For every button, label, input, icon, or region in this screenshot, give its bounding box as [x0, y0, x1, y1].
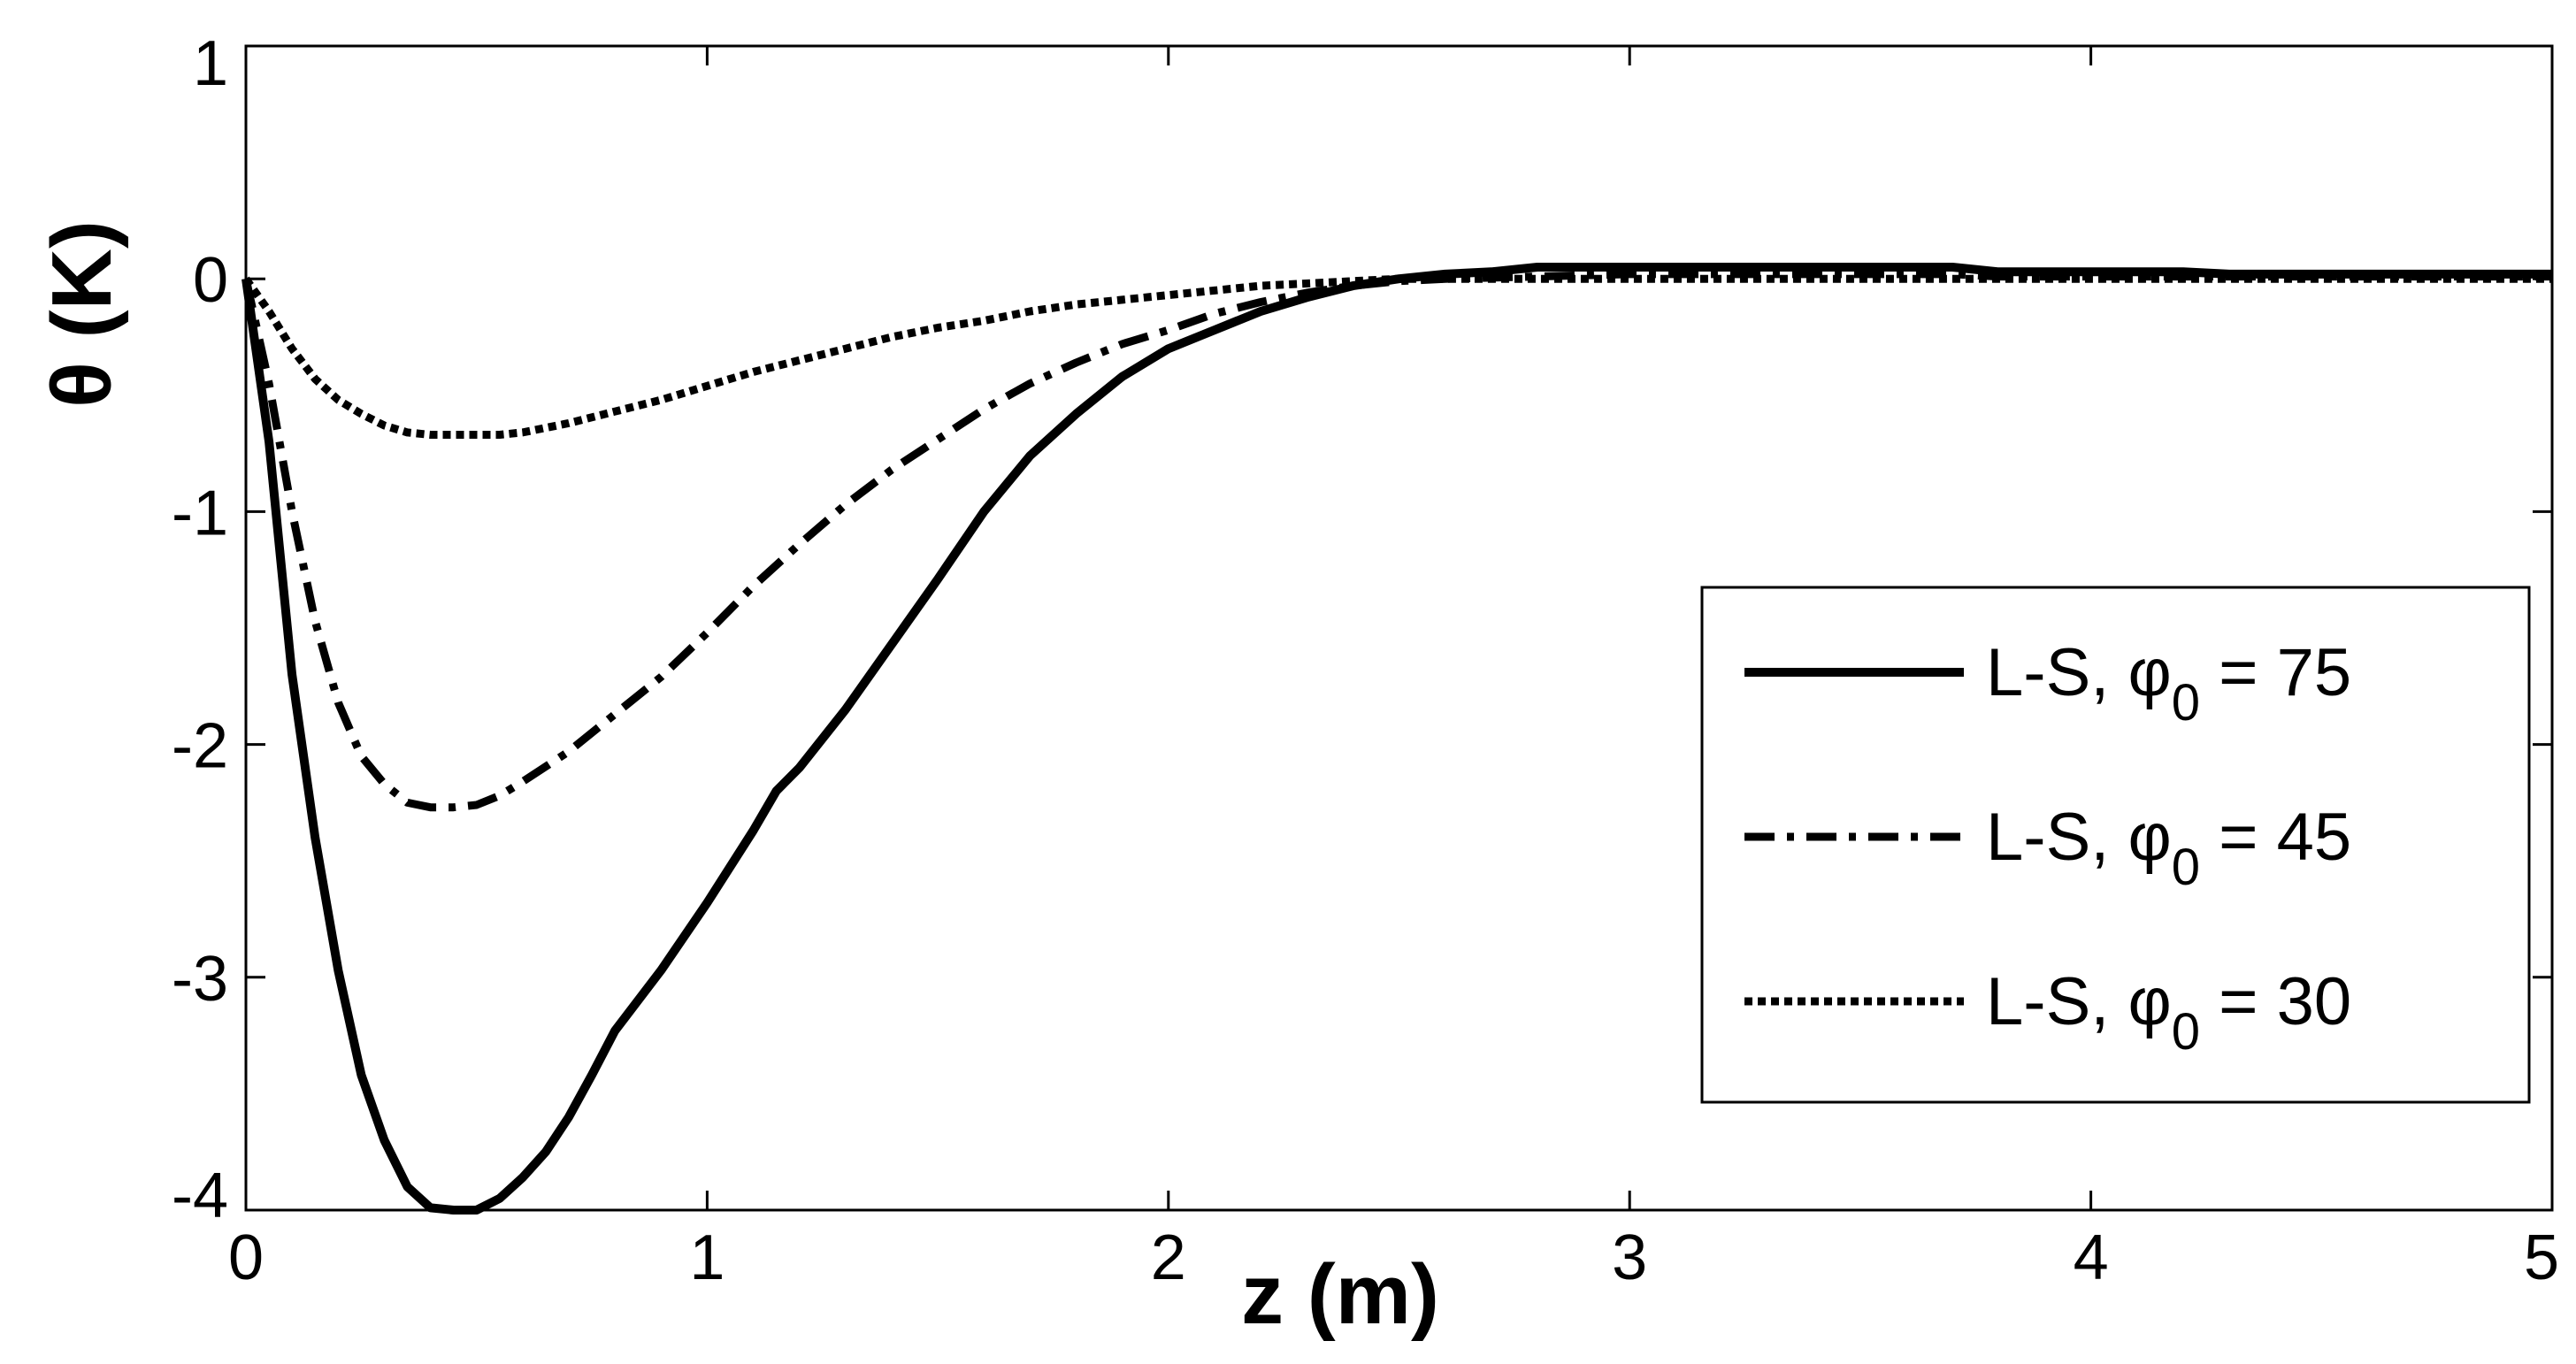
series-layer [242, 263, 2552, 1215]
x-tick-label: 3 [1612, 1222, 1647, 1293]
x-tick-label: 2 [1151, 1222, 1186, 1293]
series-line-3 [242, 274, 2552, 439]
y-tick-label: 1 [193, 28, 228, 99]
y-tick-label: -1 [172, 478, 228, 548]
y-tick-label: -2 [172, 711, 228, 782]
y-axis-title: θ (K) [34, 220, 129, 408]
ticks-layer: 0 1 2 3 4 5 1 0 -1 -2 -3 -4 [172, 28, 2559, 1293]
x-axis-title: z (m) [1241, 1247, 1439, 1342]
legend-label-2: L-S, φ0 = 45 [1986, 800, 2351, 896]
y-tick-label: -3 [172, 944, 228, 1015]
x-tick-label: 4 [2074, 1222, 2109, 1293]
plot-frame [244, 44, 2554, 1212]
x-tick-label: 0 [228, 1222, 264, 1293]
y-tick-label: -4 [172, 1161, 228, 1231]
x-tick-label: 1 [689, 1222, 724, 1293]
legend: L-S, φ0 = 75 L-S, φ0 = 45 L-S, φ0 = 30 [1700, 586, 2531, 1104]
y-tick-label: 0 [193, 245, 228, 316]
legend-label-3: L-S, φ0 = 30 [1986, 964, 2351, 1061]
x-tick-label: 5 [2524, 1222, 2559, 1293]
legend-label-1: L-S, φ0 = 75 [1986, 635, 2351, 732]
series-line-1 [242, 263, 2552, 1215]
